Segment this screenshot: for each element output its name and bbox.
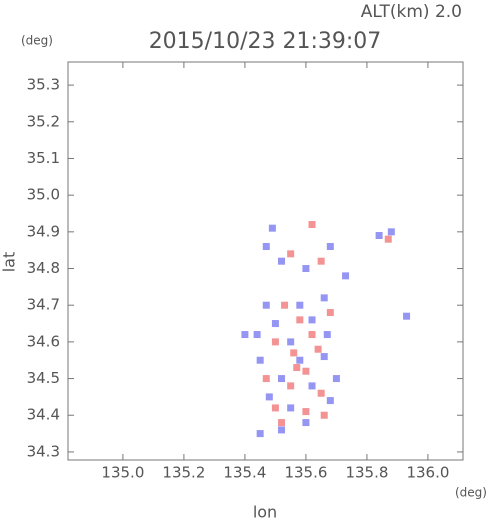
radar-cell (332, 375, 340, 383)
y-axis-label: lat (0, 252, 19, 273)
radar-cell (241, 331, 249, 339)
radar-cell (253, 331, 261, 339)
radar-cell (293, 364, 301, 372)
radar-cell (375, 232, 383, 240)
radar-cell (278, 257, 286, 265)
x-tick-label: 135.6 (284, 464, 327, 482)
radar-cell (302, 419, 310, 427)
radar-cell (296, 301, 304, 309)
radar-cell (302, 265, 310, 273)
radar-cell (403, 312, 411, 320)
radar-cell (302, 408, 310, 416)
chart-title: 2015/10/23 21:39:07 (149, 29, 382, 54)
radar-cell (271, 338, 279, 346)
x-axis-label: lon (253, 503, 277, 522)
radar-cell (320, 294, 328, 302)
radar-cell (290, 349, 298, 357)
radar-cell (317, 389, 325, 397)
y-tick-label: 34.6 (27, 332, 60, 350)
radar-cell (271, 404, 279, 412)
radar-cell (314, 345, 322, 353)
radar-cell (262, 301, 270, 309)
radar-cell (271, 320, 279, 328)
radar-cell (256, 430, 264, 438)
radar-cell (262, 243, 270, 251)
y-tick-label: 34.9 (27, 222, 60, 240)
radar-cell (302, 367, 310, 375)
y-tick-label: 34.5 (27, 369, 60, 387)
y-tick-label: 35.3 (27, 76, 60, 94)
x-tick-label: 135.4 (223, 464, 266, 482)
radar-cell (278, 375, 286, 383)
radar-cell (326, 243, 334, 251)
y-tick-label: 34.8 (27, 259, 60, 277)
radar-cell (308, 316, 316, 324)
radar-cell (287, 404, 295, 412)
y-tick-label: 35.0 (27, 186, 60, 204)
radar-cell (308, 331, 316, 339)
radar-cell (281, 301, 289, 309)
x-tick-label: 135.8 (345, 464, 388, 482)
x-tick-label: 136.0 (406, 464, 449, 482)
plot-frame (67, 61, 464, 461)
y-tick-label: 34.4 (27, 406, 60, 424)
radar-cell (308, 382, 316, 390)
radar-cell (323, 331, 331, 339)
radar-cell (308, 221, 316, 229)
radar-cell (278, 419, 286, 427)
radar-cell (265, 393, 273, 401)
radar-cell (278, 426, 286, 434)
radar-cell (326, 309, 334, 317)
y-tick-label: 34.3 (27, 442, 60, 460)
radar-cell (256, 356, 264, 364)
radar-cell (287, 250, 295, 258)
x-unit: (deg) (455, 486, 487, 500)
radar-cell (296, 356, 304, 364)
radar-cell (326, 397, 334, 405)
radar-cell (320, 411, 328, 419)
radar-cell (320, 353, 328, 361)
y-tick-label: 35.2 (27, 112, 60, 130)
radar-cell (262, 375, 270, 383)
y-tick-label: 34.7 (27, 296, 60, 314)
y-unit: (deg) (21, 34, 53, 48)
radar-cell (317, 257, 325, 265)
radar-cell (342, 272, 350, 280)
radar-cell (387, 228, 395, 236)
subtitle: ALT(km) 2.0 (361, 2, 462, 22)
y-tick-label: 35.1 (27, 149, 60, 167)
radar-cell (268, 224, 276, 232)
radar-cell (287, 382, 295, 390)
x-tick-label: 135.2 (162, 464, 205, 482)
x-tick-label: 135.0 (101, 464, 144, 482)
radar-cell (384, 235, 392, 243)
radar-cell (287, 338, 295, 346)
radar-cell (296, 316, 304, 324)
